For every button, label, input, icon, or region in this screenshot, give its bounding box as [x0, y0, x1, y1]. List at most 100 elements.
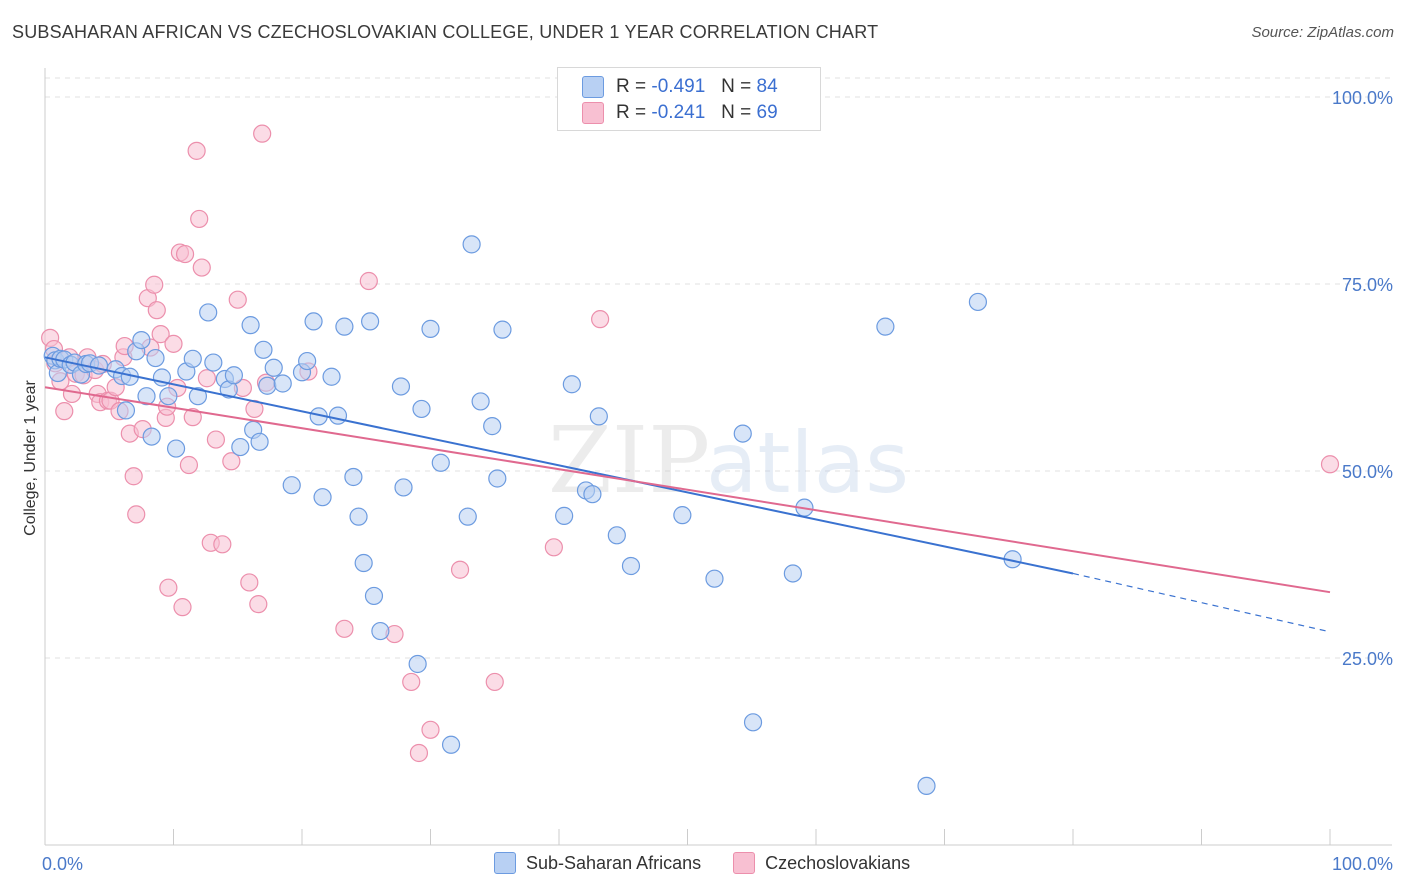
data-point	[151, 325, 170, 344]
source-note: Source: ZipAtlas.com	[1251, 24, 1394, 41]
data-point	[544, 538, 563, 557]
data-point	[188, 387, 208, 406]
data-point	[673, 506, 692, 525]
data-point	[224, 366, 243, 385]
legend-n-label: N =	[721, 76, 752, 97]
legend-swatch-pink	[733, 852, 756, 874]
data-point	[359, 271, 378, 291]
data-point	[583, 485, 602, 504]
data-point	[273, 374, 292, 393]
trend-line-extension	[1072, 572, 1331, 633]
data-point	[116, 401, 136, 420]
data-point	[421, 720, 440, 739]
data-point	[589, 407, 608, 426]
legend-item-sub-saharan-africans[interactable]: Sub-Saharan Africans	[494, 852, 701, 874]
data-point	[304, 312, 323, 331]
data-point	[187, 141, 206, 160]
data-point	[253, 124, 272, 143]
data-point	[254, 340, 273, 359]
data-point	[705, 569, 724, 588]
legend-r-label: R =	[616, 102, 647, 123]
data-point	[264, 358, 283, 377]
correlation-legend: R = -0.491 N = 84 R = -0.241 N = 69	[557, 67, 821, 131]
legend-row-pink: R = -0.241 N = 69	[582, 101, 778, 125]
data-point	[917, 776, 936, 796]
data-point	[441, 735, 461, 754]
data-point	[483, 417, 502, 436]
data-point	[142, 427, 161, 446]
data-point	[166, 439, 186, 458]
data-point	[409, 743, 429, 763]
data-point	[344, 467, 363, 487]
data-point	[164, 334, 183, 353]
data-point	[371, 621, 390, 641]
data-point	[192, 258, 211, 277]
tick-labels: 25.0% 50.0% 75.0% 100.0% 0.0% 100.0%	[42, 88, 1393, 874]
series-czechoslovakians	[41, 124, 1340, 763]
legend-swatch-pink	[582, 102, 604, 124]
data-point	[250, 432, 269, 451]
data-point	[206, 430, 226, 449]
data-point	[159, 387, 178, 406]
data-point	[132, 331, 151, 350]
series-sub-saharan-africans	[43, 235, 1022, 796]
data-point	[733, 424, 752, 443]
legend-r-label: R =	[616, 76, 647, 97]
data-point	[458, 507, 477, 526]
legend-r-value: -0.491	[651, 76, 706, 97]
data-point	[607, 526, 626, 545]
legend-swatch-blue	[494, 852, 516, 874]
data-point	[361, 312, 380, 331]
x-tick-label: 0.0%	[42, 854, 83, 874]
data-point	[190, 209, 209, 229]
data-point	[313, 488, 332, 507]
y-tick-label: 25.0%	[1342, 649, 1393, 669]
data-point	[562, 375, 581, 394]
data-point	[462, 235, 481, 254]
x-tick-label: 100.0%	[1332, 854, 1393, 874]
axes	[44, 68, 1392, 846]
data-point	[394, 478, 413, 497]
data-point	[431, 453, 450, 472]
legend-swatch-blue	[582, 76, 604, 98]
y-tick-label: 100.0%	[1332, 88, 1393, 108]
data-point	[55, 402, 74, 421]
data-point	[349, 507, 368, 526]
legend-r-value: -0.241	[651, 102, 706, 123]
legend-n-label: N =	[721, 102, 752, 123]
legend-row-blue: R = -0.491 N = 84	[582, 75, 778, 99]
data-point	[555, 506, 574, 525]
legend-label: Czechoslovakians	[765, 852, 911, 873]
legend-n-value: 69	[756, 102, 778, 123]
data-point	[591, 310, 610, 329]
data-point	[145, 275, 164, 294]
data-point	[391, 377, 411, 396]
data-point	[222, 452, 241, 471]
data-point	[335, 317, 354, 336]
data-point	[258, 376, 277, 395]
data-point	[471, 392, 490, 411]
legend-item-czechoslovakians[interactable]: Czechoslovakians	[733, 852, 910, 874]
data-point	[62, 384, 82, 404]
data-point	[179, 455, 199, 475]
data-point	[213, 535, 232, 554]
data-point	[127, 505, 146, 524]
data-point	[322, 367, 341, 386]
data-point	[408, 654, 427, 674]
chart-title: SUBSAHARAN AFRICAN VS CZECHOSLOVAKIAN CO…	[12, 22, 879, 42]
data-point	[282, 476, 301, 495]
data-point	[493, 320, 512, 339]
data-point	[175, 244, 195, 264]
data-point	[159, 578, 178, 597]
data-point	[328, 406, 348, 425]
data-point	[147, 301, 166, 320]
y-tick-label: 50.0%	[1342, 462, 1393, 482]
y-tick-label: 75.0%	[1342, 275, 1393, 295]
data-point	[137, 387, 156, 406]
data-point	[199, 303, 218, 322]
data-point	[968, 292, 988, 312]
data-point	[241, 316, 260, 335]
legend-n-value: 84	[756, 76, 778, 97]
data-point	[743, 713, 763, 732]
